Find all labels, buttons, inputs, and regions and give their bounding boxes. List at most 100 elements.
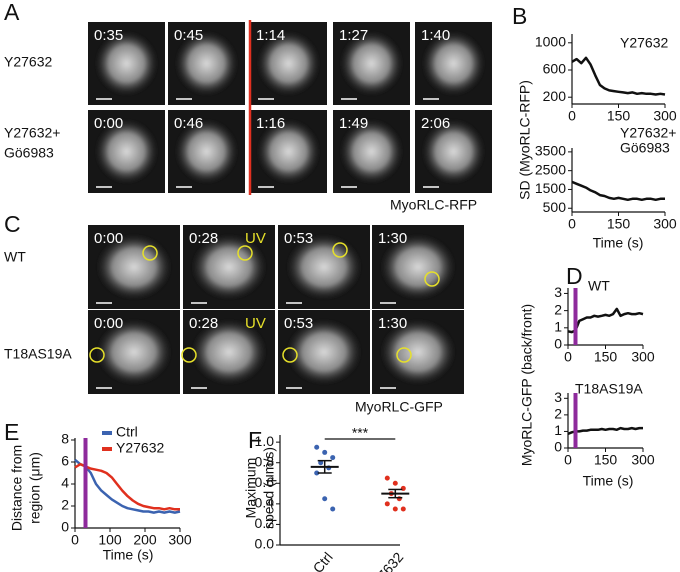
data-point — [322, 496, 328, 502]
cell-image — [95, 233, 173, 301]
y-axis-label: Distance from — [9, 445, 25, 531]
data-point — [330, 455, 336, 461]
time-stamp: 0:35 — [94, 27, 123, 44]
row-label: T18AS19A — [4, 346, 72, 362]
data-point — [384, 501, 390, 507]
panel-label: D — [566, 263, 583, 289]
stain-label: MyoRLC-GFP — [355, 399, 443, 415]
y-tick-label: 1000 — [535, 34, 566, 50]
x-tick-label: 300 — [631, 452, 655, 468]
cell-image — [174, 30, 239, 97]
data-point — [392, 480, 398, 486]
x-tick-label: 150 — [594, 349, 618, 365]
uv-label: UV — [245, 315, 266, 332]
inset-label: WT — [588, 278, 610, 294]
panel-label: C — [4, 211, 21, 237]
time-stamp: 1:49 — [339, 115, 368, 132]
time-stamp: 0:00 — [94, 230, 123, 247]
cell-image — [339, 118, 404, 185]
time-stamp: 0:00 — [94, 115, 123, 132]
category-label: Ctrl — [310, 549, 336, 572]
data-line — [74, 462, 180, 511]
region-circle — [181, 347, 197, 363]
x-tick-label: 0 — [564, 349, 572, 365]
x-tick-label: 300 — [653, 216, 677, 232]
cell-image — [190, 318, 268, 386]
panel-label: A — [4, 0, 20, 25]
y-tick-label: 1 — [554, 319, 562, 335]
row-label: Y27632 — [4, 54, 52, 70]
cell-image — [256, 118, 321, 185]
x-tick-label: 300 — [631, 349, 655, 365]
region-circle — [237, 245, 253, 261]
x-tick-label: 0 — [568, 216, 576, 232]
cell-image — [285, 318, 363, 386]
x-axis-label: Time (s) — [103, 547, 154, 563]
time-stamp: 0:28 — [189, 230, 218, 247]
legend-label: Y27632 — [116, 440, 164, 456]
time-stamp: 1:30 — [378, 230, 407, 247]
time-stamp: 0:45 — [174, 27, 203, 44]
cell-image — [190, 233, 268, 301]
cell-image — [339, 30, 404, 97]
y-tick-label: 0 — [554, 336, 562, 352]
panel-label: E — [4, 419, 19, 445]
y-tick-label: 3 — [554, 284, 562, 300]
y-axis-label: SD (MyoRLC-RFP) — [517, 80, 533, 200]
y-axis-label: MyoRLC-GFP (back/front) — [519, 304, 535, 466]
x-tick-label: 300 — [168, 532, 192, 548]
y-tick-label: 0.6 — [255, 474, 275, 490]
y-tick-label: 0 — [554, 439, 562, 455]
region-circle — [89, 347, 105, 363]
x-tick-label: 300 — [653, 108, 677, 124]
inset-label: Gö6983 — [620, 140, 670, 156]
y-tick-label: 4 — [61, 475, 69, 491]
data-point — [314, 444, 320, 450]
y-tick-label: 200 — [543, 88, 567, 104]
data-point — [330, 506, 336, 512]
cell-image — [379, 318, 457, 386]
time-stamp: 0:00 — [94, 315, 123, 332]
y-tick-label: 8 — [61, 431, 69, 447]
y-tick-label: 1 — [554, 422, 562, 438]
x-tick-label: 150 — [607, 216, 631, 232]
time-stamp: 1:30 — [378, 315, 407, 332]
y-tick-label: 1500 — [535, 180, 566, 196]
region-circle — [142, 245, 158, 261]
x-tick-label: 150 — [594, 452, 618, 468]
y-tick-label: 0.2 — [255, 515, 275, 531]
data-point — [400, 506, 406, 512]
y-tick-label: 0.4 — [255, 495, 275, 511]
time-stamp: 1:27 — [339, 27, 368, 44]
time-stamp: 1:14 — [256, 27, 285, 44]
data-line — [567, 307, 644, 334]
y-tick-label: 500 — [543, 199, 567, 215]
y-axis-label: region (μm) — [27, 452, 43, 524]
row-label: WT — [4, 249, 26, 265]
y-tick-label: 0.8 — [255, 453, 275, 469]
y-tick-label: 2 — [61, 497, 69, 513]
y-axis-label: Maximum — [243, 458, 259, 519]
cell-image — [94, 118, 159, 185]
region-circle — [396, 347, 412, 363]
stain-label: MyoRLC-RFP — [390, 197, 477, 213]
data-point — [322, 449, 328, 455]
cell-image — [421, 118, 486, 185]
data-line — [571, 56, 666, 96]
y-axis-label: speed (μm/s) — [261, 447, 277, 529]
x-axis-label: Time (s) — [593, 235, 644, 251]
region-circle — [282, 347, 298, 363]
cell-image — [174, 118, 239, 185]
time-stamp: 0:28 — [189, 315, 218, 332]
x-tick-label: 100 — [98, 532, 122, 548]
x-tick-label: 0 — [568, 108, 576, 124]
x-axis-label: Time (s) — [583, 473, 634, 489]
region-circle — [424, 271, 440, 287]
data-line — [571, 180, 665, 202]
y-tick-label: 600 — [543, 61, 567, 77]
time-stamp: 0:46 — [174, 115, 203, 132]
data-line — [567, 426, 643, 436]
y-tick-label: 2 — [554, 301, 562, 317]
